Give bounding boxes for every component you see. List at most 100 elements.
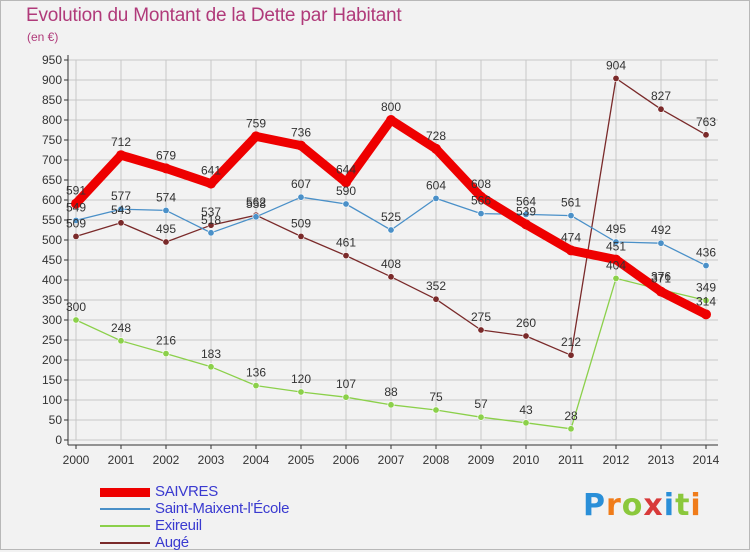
data-label-saint-maixent-l-ecole: 492: [651, 223, 671, 237]
chart-unit: (en €): [27, 30, 59, 44]
x-tick-label: 2011: [558, 453, 584, 467]
x-tick-label: 2008: [423, 453, 450, 467]
data-label-saivres: 539: [516, 204, 536, 218]
data-point-exireuil: [72, 316, 80, 324]
data-label-saint-maixent-l-ecole: 564: [516, 194, 536, 208]
x-tick-label: 2012: [603, 453, 630, 467]
data-point-saivres: [341, 177, 351, 188]
data-point-saivres: [656, 286, 666, 297]
data-point-saivres: [566, 245, 576, 256]
data-point-auge: [342, 252, 350, 260]
data-label-saint-maixent-l-ecole: 566: [471, 194, 491, 208]
data-label-saint-maixent-l-ecole: 590: [336, 184, 356, 198]
x-tick-label: 2007: [378, 453, 405, 467]
y-tick-label: 200: [42, 353, 62, 367]
data-label-exireuil: 376: [651, 270, 671, 284]
data-point-saivres: [476, 191, 486, 202]
y-tick-label: 850: [42, 93, 62, 107]
data-point-auge: [297, 232, 305, 240]
y-tick-labels: 0 50 100 150 200 250 300 350 400 450 500 550 600 650 7…: [42, 53, 68, 447]
data-label-exireuil: 404: [606, 258, 626, 272]
y-tick-label: 600: [42, 193, 62, 207]
data-point-saivres: [431, 143, 441, 154]
x-tick-label: 2013: [648, 453, 675, 467]
data-label-saivres: 712: [111, 135, 131, 149]
data-point-auge: [207, 221, 215, 229]
y-tick-label: 900: [42, 73, 62, 87]
data-label-saint-maixent-l-ecole: 574: [156, 190, 176, 204]
data-labels: 509 543 495 537 562 509 461 408 352 275 260 212 904 8…: [66, 58, 716, 422]
data-point-auge: [522, 332, 530, 340]
data-label-saivres: 608: [471, 177, 491, 191]
data-label-exireuil: 300: [66, 300, 86, 314]
data-label-saivres: 736: [291, 126, 311, 140]
y-tick-label: 550: [42, 213, 62, 227]
data-point-saivres: [251, 131, 261, 142]
y-tick-label: 150: [42, 373, 62, 387]
data-point-auge: [432, 295, 440, 303]
logo-letter: o: [621, 488, 644, 523]
data-point-exireuil: [117, 337, 125, 345]
proxiti-logo: Proxiti: [583, 488, 702, 523]
x-tick-label: 2010: [513, 453, 540, 467]
data-label-saint-maixent-l-ecole: 518: [201, 213, 221, 227]
data-label-saint-maixent-l-ecole: 577: [111, 189, 131, 203]
data-label-exireuil: 120: [291, 372, 311, 386]
data-point-saivres: [611, 254, 621, 265]
data-point-auge: [477, 326, 485, 334]
data-point-exireuil: [567, 425, 575, 433]
data-point-exireuil: [387, 401, 395, 409]
data-point-saint-maixent-l-ecole: [72, 216, 80, 224]
data-point-saivres: [521, 219, 531, 230]
logo-letter: P: [583, 488, 606, 523]
data-label-auge: 408: [381, 257, 401, 271]
legend-label-saint-maixent-l-ecole: Saint-Maixent-l'École: [155, 500, 290, 517]
y-tick-label: 650: [42, 173, 62, 187]
x-tick-label: 2003: [198, 453, 225, 467]
data-point-saivres: [116, 150, 126, 161]
data-point-saint-maixent-l-ecole: [387, 226, 395, 234]
x-tick-label: 2001: [108, 453, 135, 467]
data-label-auge: 904: [606, 58, 626, 72]
legend-label-auge: Augé: [155, 534, 189, 551]
data-point-auge: [162, 238, 170, 246]
data-point-exireuil: [297, 388, 305, 396]
data-label-exireuil: 107: [336, 377, 356, 391]
data-label-saint-maixent-l-ecole: 525: [381, 210, 401, 224]
data-point-saivres: [386, 115, 396, 125]
x-tick-labels: 2000 2001 2002 2003 2004 2005 2006 2007 2008 2009…: [63, 445, 720, 467]
data-label-saint-maixent-l-ecole: 436: [696, 246, 716, 260]
data-point-saint-maixent-l-ecole: [162, 206, 170, 214]
x-tick-label: 2002: [153, 453, 180, 467]
data-point-auge: [72, 232, 80, 240]
legend-swatch-auge: [100, 542, 150, 544]
data-point-exireuil: [477, 413, 485, 421]
data-point-saivres: [71, 198, 81, 209]
y-tick-label: 750: [42, 133, 62, 147]
data-label-exireuil: 75: [429, 390, 443, 404]
y-tick-label: 400: [42, 273, 62, 287]
data-label-saivres: 474: [561, 230, 581, 244]
data-label-saivres: 371: [651, 272, 671, 286]
data-point-saivres: [161, 163, 171, 174]
logo-letter: r: [606, 488, 622, 523]
data-label-saivres: 644: [336, 162, 356, 176]
data-label-exireuil: 216: [156, 334, 176, 348]
data-point-auge: [387, 273, 395, 281]
x-tick-label: 2006: [333, 453, 360, 467]
x-tick-label: 2004: [243, 453, 270, 467]
data-label-auge: 827: [651, 89, 671, 103]
data-point-saivres: [206, 178, 216, 189]
data-label-saivres: 451: [606, 240, 626, 254]
data-label-saivres: 759: [246, 116, 266, 130]
data-label-exireuil: 248: [111, 321, 131, 335]
x-tick-label: 2009: [468, 453, 495, 467]
data-label-auge: 352: [426, 279, 446, 293]
data-label-auge: 495: [156, 222, 176, 236]
data-label-auge: 509: [66, 216, 86, 230]
data-label-auge: 275: [471, 310, 491, 324]
data-point-saint-maixent-l-ecole: [207, 229, 215, 237]
data-point-saivres: [296, 140, 306, 151]
data-label-exireuil: 88: [384, 385, 398, 399]
